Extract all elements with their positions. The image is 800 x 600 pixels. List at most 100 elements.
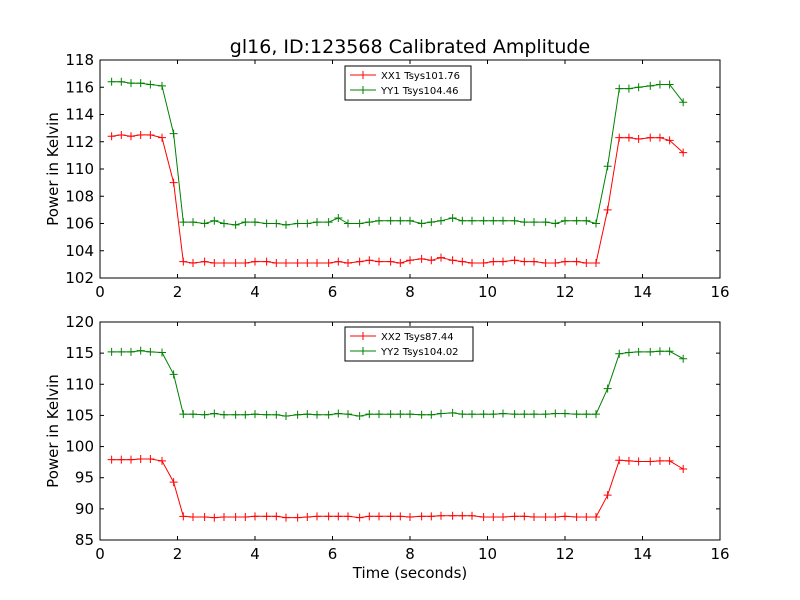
data-point <box>572 216 581 225</box>
data-point <box>582 512 591 521</box>
data-point <box>510 512 519 521</box>
data-point <box>499 409 507 418</box>
data-point <box>396 216 405 225</box>
data-point <box>146 130 155 139</box>
data-point <box>107 347 116 356</box>
data-point <box>561 257 569 266</box>
data-point <box>272 512 281 521</box>
x-tick-label: 16 <box>710 545 729 563</box>
data-point <box>541 218 550 227</box>
data-point <box>127 79 135 88</box>
data-point <box>417 219 426 228</box>
data-point <box>665 347 674 356</box>
data-point <box>634 135 643 144</box>
data-point <box>365 512 374 521</box>
y-tick-label: 110 <box>65 375 94 393</box>
bottom-amplitude-panel: 0 2 4 6 8 10 12 14 16 85 90 95 100 105 110 115 120 Power … <box>44 313 730 582</box>
data-point <box>396 512 405 521</box>
data-point <box>655 456 664 465</box>
data-point <box>231 512 240 521</box>
data-point <box>615 133 624 142</box>
legend-label: XX1 Tsys101.76 <box>381 71 460 82</box>
data-point <box>189 259 197 268</box>
data-point <box>169 129 178 138</box>
data-point <box>510 256 519 265</box>
data-point <box>561 216 569 225</box>
data-point <box>679 464 688 473</box>
data-point <box>136 455 145 464</box>
data-point <box>282 412 290 421</box>
data-point <box>241 218 250 227</box>
data-point <box>479 410 488 419</box>
y-tick-label: 112 <box>65 133 94 151</box>
data-point <box>303 259 312 268</box>
data-point <box>646 347 655 356</box>
data-point <box>189 512 197 521</box>
data-point <box>448 408 457 417</box>
data-point <box>624 133 633 142</box>
data-point <box>189 410 197 419</box>
data-point <box>344 512 352 521</box>
y-tick-label: 102 <box>65 269 94 287</box>
data-point <box>603 384 612 393</box>
data-point <box>489 512 498 521</box>
data-point <box>324 512 333 521</box>
x-tick-label: 0 <box>95 545 105 563</box>
data-point <box>437 216 445 225</box>
y-tick-label: 85 <box>75 531 94 549</box>
data-point <box>655 80 664 89</box>
data-point <box>479 512 488 521</box>
data-point <box>107 132 116 141</box>
data-point <box>365 218 374 227</box>
data-point <box>344 219 352 228</box>
data-point <box>334 214 343 223</box>
data-point <box>427 256 436 265</box>
data-point <box>468 511 476 520</box>
data-point <box>344 259 352 268</box>
data-point <box>655 347 664 356</box>
data-point <box>592 410 600 419</box>
data-point <box>582 216 591 225</box>
data-point <box>334 512 343 521</box>
data-point <box>679 148 688 157</box>
data-point <box>220 512 228 521</box>
data-point <box>592 512 600 521</box>
data-point <box>592 219 600 228</box>
data-point <box>220 259 228 268</box>
data-point <box>448 256 457 265</box>
data-point <box>241 410 250 419</box>
data-point <box>468 259 476 268</box>
data-point <box>355 513 364 522</box>
data-point <box>592 259 600 268</box>
y-tick-label: 106 <box>65 215 94 233</box>
data-point <box>158 133 166 142</box>
data-point <box>282 220 290 229</box>
data-point <box>355 219 364 228</box>
data-point <box>303 219 312 228</box>
legend-label: YY1 Tsys104.46 <box>380 86 459 97</box>
data-point <box>158 348 166 357</box>
data-point <box>624 84 633 93</box>
data-point <box>634 457 643 466</box>
data-point <box>179 512 188 521</box>
data-point <box>499 257 507 266</box>
y-tick-label: 108 <box>65 187 94 205</box>
data-point <box>417 254 426 263</box>
data-point <box>313 410 321 419</box>
x-axis-label: Time (seconds) <box>352 564 468 582</box>
data-point <box>615 84 624 93</box>
data-point <box>262 410 271 419</box>
data-point <box>646 133 655 142</box>
data-point <box>468 410 476 419</box>
data-point <box>231 220 240 229</box>
chart-title: gl16, ID:123568 Calibrated Amplitude <box>230 36 590 58</box>
data-point <box>146 80 155 89</box>
data-point <box>251 512 259 521</box>
data-point <box>375 512 383 521</box>
x-tick-label: 8 <box>405 545 415 563</box>
data-point <box>603 205 612 214</box>
data-point <box>479 259 488 268</box>
data-point <box>615 349 624 358</box>
x-tick-label: 8 <box>405 283 415 301</box>
data-point <box>210 216 219 225</box>
